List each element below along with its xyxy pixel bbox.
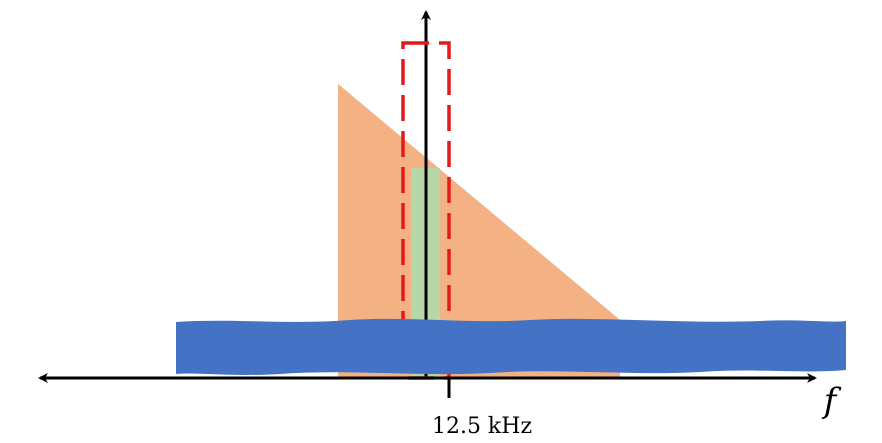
frequency-axis-label: f	[821, 381, 842, 421]
blue-noise-band	[176, 318, 846, 375]
center-frequency-label: 12.5 kHz	[432, 414, 532, 439]
triangle-spectrum-slope	[338, 84, 620, 320]
